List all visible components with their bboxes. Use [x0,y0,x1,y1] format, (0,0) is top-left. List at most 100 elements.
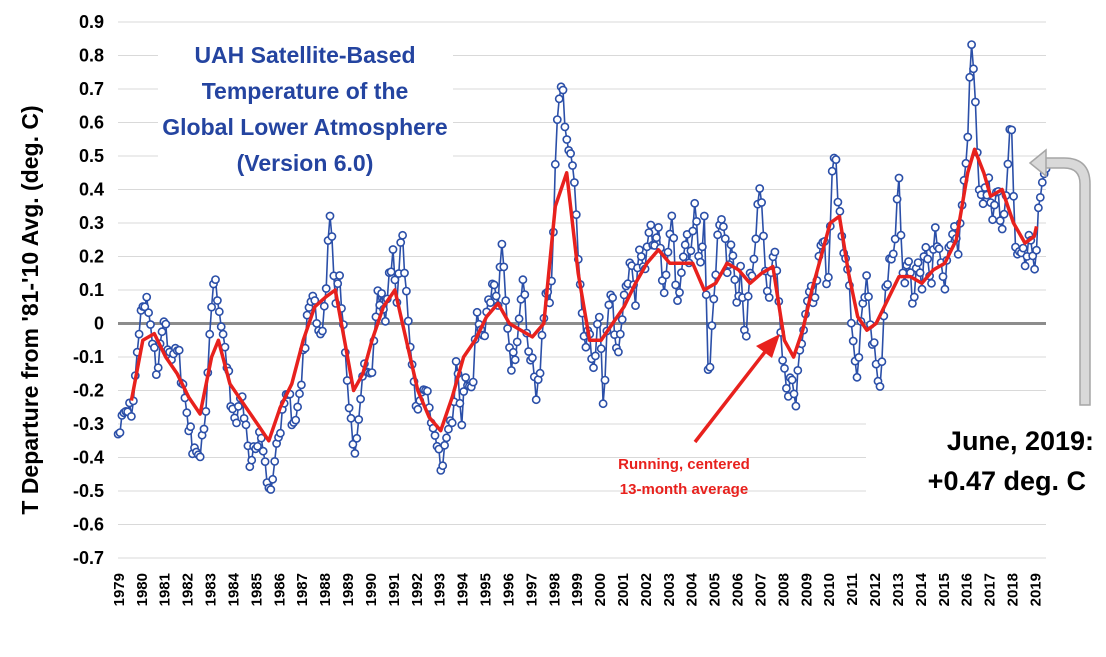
monthly-point [258,446,268,456]
monthly-point [380,316,390,326]
monthly-point [491,291,501,301]
monthly-point [518,275,528,285]
monthly-point [312,318,322,328]
monthly-point [971,97,980,107]
monthly-point [461,373,470,382]
monthly-point [142,292,152,302]
monthly-point [969,64,978,74]
monthly-point [755,184,765,193]
monthly-point [917,284,927,294]
x-tick-label: 1979 [111,573,128,606]
monthly-point [151,370,161,379]
monthly-point [728,251,738,261]
y-tick-label: 0.3 [79,213,104,233]
monthly-point [673,296,682,305]
monthly-point [195,452,205,462]
monthly-point [864,292,873,302]
monthly-point [386,267,396,277]
y-tick-label: -0.4 [73,448,104,468]
monthly-point [552,115,562,124]
x-tick-label: 2015 [936,573,953,606]
monthly-point [644,228,654,237]
monthly-point [186,422,195,432]
monthly-point [963,132,973,142]
y-tick-labels: 0.9 0.8 0.7 0.6 0.5 0.4 0.3 0.2 0.1 0 -0.1 -0.2 -0.3… [73,12,104,568]
x-tick-label: 2006 [730,573,747,606]
monthly-point [126,411,136,421]
monthly-point [888,249,898,259]
monthly-point [896,230,906,240]
monthly-point [367,368,377,377]
monthly-point [501,296,511,306]
monthly-point [698,242,707,252]
monthly-point [1032,245,1041,255]
monthly-point [468,377,478,387]
y-tick-label: 0.7 [79,79,104,99]
monthly-point [512,337,522,347]
monthly-point [1009,191,1018,201]
monthly-point [510,355,520,365]
monthly-point [596,344,606,354]
monthly-point [247,455,257,465]
x-tick-label: 2013 [890,573,907,606]
monthly-point [233,401,243,411]
latest-label-background [866,415,1101,502]
monthly-point [537,330,547,340]
monthly-point [535,368,545,378]
monthly-point [713,230,722,240]
x-tick-label: 1992 [409,573,426,606]
monthly-point [182,408,192,418]
monthly-point [149,343,159,352]
monthly-point [293,402,302,412]
monthly-point [451,356,461,366]
monthly-point [778,355,787,365]
monthly-point [617,315,627,324]
monthly-point [646,220,656,230]
x-tick-labels: 1979 1980 1981 1982 1983 1984 1985 1986 1987 1988… [111,572,1045,606]
monthly-point [531,395,541,405]
monthly-point [661,270,671,280]
monthly-point [965,72,975,82]
monthly-point [663,247,673,257]
x-tick-label: 2000 [592,573,609,606]
monthly-point [999,209,1009,219]
monthly-point [295,389,304,399]
monthly-point [921,242,931,252]
monthly-point [930,223,940,232]
monthly-point [352,433,362,443]
monthly-point [260,457,270,466]
latest-value-arrow [1028,148,1091,406]
monthly-point [333,279,343,288]
monthly-point [717,214,726,224]
monthly-point [157,327,167,337]
x-tick-label: 2012 [867,573,884,606]
monthly-point [503,324,512,333]
monthly-point [174,345,184,355]
x-tick-label: 2018 [1005,573,1022,606]
monthly-point [659,288,669,298]
monthly-point [862,271,871,280]
monthly-point [953,249,963,259]
monthly-point [940,284,950,294]
monthly-point [241,420,251,430]
y-tick-label: 0.2 [79,247,104,267]
monthly-point [675,288,684,297]
monthly-point [508,347,518,357]
smooth-annotation-line-2: 13-month average [620,481,748,498]
monthly-point [913,258,923,267]
monthly-point [719,222,728,232]
monthly-point [207,302,216,312]
monthly-point [833,197,843,207]
monthly-point [923,254,933,264]
x-tick-label: 2002 [638,573,655,606]
monthly-point [934,244,944,254]
monthly-point [310,296,320,305]
monthly-point [413,404,423,414]
monthly-point [275,428,285,438]
monthly-point [759,231,768,241]
monthly-point [764,293,774,302]
monthly-point [344,403,354,413]
monthly-point [600,375,610,385]
monthly-point [1018,243,1028,253]
